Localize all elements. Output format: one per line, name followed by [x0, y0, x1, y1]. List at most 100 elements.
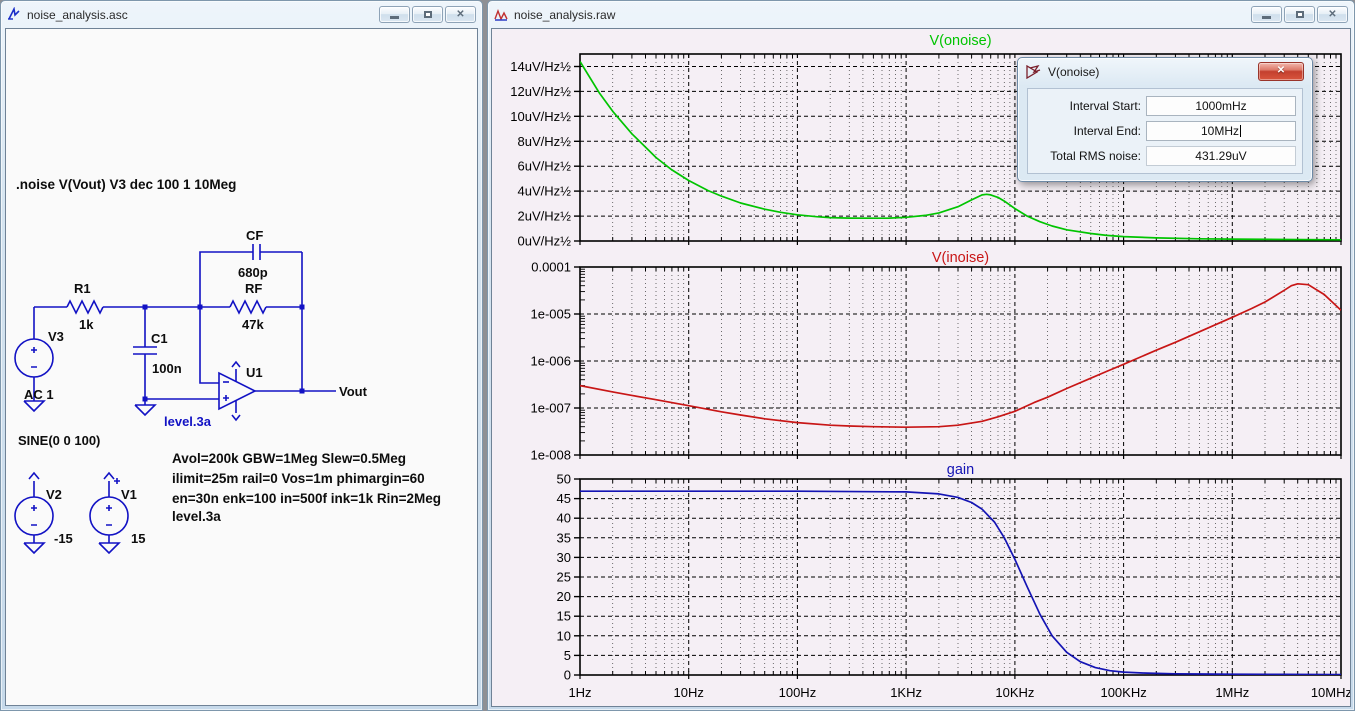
svg-text:0: 0: [564, 668, 571, 683]
interval-end-input[interactable]: 10MHz: [1146, 121, 1296, 141]
label-R1: R1: [74, 281, 91, 296]
window-title: noise_analysis.asc: [27, 8, 374, 22]
label-RF: RF: [245, 281, 262, 296]
schematic-window: noise_analysis.asc ✕: [0, 0, 483, 711]
onoise-rms-dialog[interactable]: V(onoise) ✕ Interval Start: 1000mHz Inte…: [1017, 57, 1313, 182]
opamp-params-line4[interactable]: level.3a: [172, 509, 221, 524]
label-U1-level: level.3a: [164, 414, 212, 429]
svg-text:1e-005: 1e-005: [531, 307, 571, 322]
dialog-close-button[interactable]: ✕: [1258, 62, 1304, 81]
label-U1: U1: [246, 365, 263, 380]
svg-text:1e-008: 1e-008: [531, 448, 571, 463]
svg-text:40: 40: [557, 511, 571, 526]
close-button[interactable]: ✕: [445, 6, 476, 23]
svg-text:20: 20: [557, 589, 571, 604]
interval-start-label: Interval Start:: [1070, 99, 1141, 113]
svg-text:gain: gain: [947, 462, 974, 478]
source-V3: [15, 339, 53, 377]
close-button[interactable]: ✕: [1317, 6, 1348, 23]
gain-trace[interactable]: [580, 491, 1341, 674]
svg-text:10Hz: 10Hz: [674, 685, 704, 700]
svg-text:1e-006: 1e-006: [531, 354, 571, 369]
svg-text:45: 45: [557, 491, 571, 506]
svg-text:1Hz: 1Hz: [568, 685, 591, 700]
interval-start-input[interactable]: 1000mHz: [1146, 96, 1296, 116]
V(inoise)-trace[interactable]: [580, 284, 1341, 427]
resistor-RF: [230, 301, 266, 313]
text-cursor: [1240, 125, 1241, 137]
svg-text:0uV/Hz½: 0uV/Hz½: [518, 234, 572, 249]
svg-text:2uV/Hz½: 2uV/Hz½: [518, 209, 572, 224]
total-rms-row: Total RMS noise: 431.29uV: [1034, 146, 1296, 166]
label-V2: V2: [46, 487, 62, 502]
capacitor-C1: [133, 307, 157, 399]
restore-icon: [424, 11, 432, 18]
restore-button[interactable]: [1284, 6, 1315, 23]
svg-text:10: 10: [557, 628, 571, 643]
value-V3-ac: AC 1: [24, 387, 54, 402]
svg-text:4uV/Hz½: 4uV/Hz½: [518, 184, 572, 199]
opamp-params-line2[interactable]: ilimit=25m rail=0 Vos=1m phimargin=60: [172, 471, 425, 486]
resistor-R1: [67, 301, 103, 313]
minimize-icon: [1262, 16, 1271, 19]
window-title: noise_analysis.raw: [514, 8, 1246, 22]
svg-text:10uV/Hz½: 10uV/Hz½: [510, 109, 571, 124]
ltspice-icon: [1026, 65, 1042, 79]
svg-text:10MHz: 10MHz: [1311, 685, 1351, 700]
total-rms-value: 431.29uV: [1146, 146, 1296, 166]
svg-text:35: 35: [557, 530, 571, 545]
source-V2: [15, 497, 53, 535]
minimize-icon: [390, 16, 399, 19]
svg-text:8uV/Hz½: 8uV/Hz½: [518, 134, 572, 149]
svg-text:14uV/Hz½: 14uV/Hz½: [510, 59, 571, 74]
svg-text:12uV/Hz½: 12uV/Hz½: [510, 84, 571, 99]
schematic-canvas[interactable]: .noise V(Vout) V3 dec 100 1 10Meg Avol=2…: [5, 28, 478, 706]
svg-text:1MHz: 1MHz: [1215, 685, 1249, 700]
label-Vout: Vout: [339, 384, 368, 399]
svg-text:1KHz: 1KHz: [890, 685, 922, 700]
waveform-window: noise_analysis.raw ✕ 14uV/Hz½ 12uV/Hz½ 10u…: [487, 0, 1355, 711]
value-V3-sine: SINE(0 0 100): [18, 433, 100, 448]
opamp-params-line1[interactable]: Avol=200k GBW=1Meg Slew=0.5Meg: [172, 451, 406, 466]
svg-text:V(onoise): V(onoise): [929, 33, 991, 49]
svg-text:15: 15: [557, 609, 571, 624]
svg-text:30: 30: [557, 550, 571, 565]
minimize-button[interactable]: [379, 6, 410, 23]
interval-start-row: Interval Start: 1000mHz: [1034, 96, 1296, 116]
value-R1: 1k: [79, 317, 94, 332]
svg-text:V(inoise): V(inoise): [932, 250, 989, 266]
svg-text:50: 50: [557, 472, 571, 487]
restore-button[interactable]: [412, 6, 443, 23]
svg-text:0.0001: 0.0001: [531, 260, 571, 275]
ground-symbol: [24, 401, 44, 411]
schematic-app-icon: [7, 7, 22, 22]
svg-text:5: 5: [564, 648, 571, 663]
label-V3: V3: [48, 329, 64, 344]
svg-text:10KHz: 10KHz: [995, 685, 1034, 700]
label-V1: V1: [121, 487, 137, 502]
svg-text:1e-007: 1e-007: [531, 401, 571, 416]
dialog-body: Interval Start: 1000mHz Interval End: 10…: [1027, 88, 1303, 174]
value-C1: 100n: [152, 361, 182, 376]
svg-text:100Hz: 100Hz: [779, 685, 817, 700]
svg-text:100KHz: 100KHz: [1100, 685, 1146, 700]
close-icon: ✕: [456, 10, 464, 20]
label-C1: C1: [151, 331, 168, 346]
value-V2: -15: [54, 531, 73, 546]
opamp-params-line3[interactable]: en=30n enk=100 in=500f ink=1k Rin=2Meg: [172, 491, 441, 506]
value-RF: 47k: [242, 317, 264, 332]
schematic-window-titlebar[interactable]: noise_analysis.asc ✕: [1, 1, 482, 28]
value-V1: 15: [131, 531, 145, 546]
svg-text:25: 25: [557, 570, 571, 585]
minimize-button[interactable]: [1251, 6, 1282, 23]
interval-end-row: Interval End: 10MHz: [1034, 121, 1296, 141]
spice-directive[interactable]: .noise V(Vout) V3 dec 100 1 10Meg: [16, 177, 236, 192]
waveform-window-titlebar[interactable]: noise_analysis.raw ✕: [488, 1, 1354, 28]
waveform-app-icon: [494, 7, 509, 22]
interval-end-label: Interval End:: [1074, 124, 1141, 138]
restore-icon: [1296, 11, 1304, 18]
svg-text:6uV/Hz½: 6uV/Hz½: [518, 159, 572, 174]
value-CF: 680p: [238, 265, 268, 280]
label-CF: CF: [246, 228, 263, 243]
total-rms-label: Total RMS noise:: [1050, 149, 1141, 163]
